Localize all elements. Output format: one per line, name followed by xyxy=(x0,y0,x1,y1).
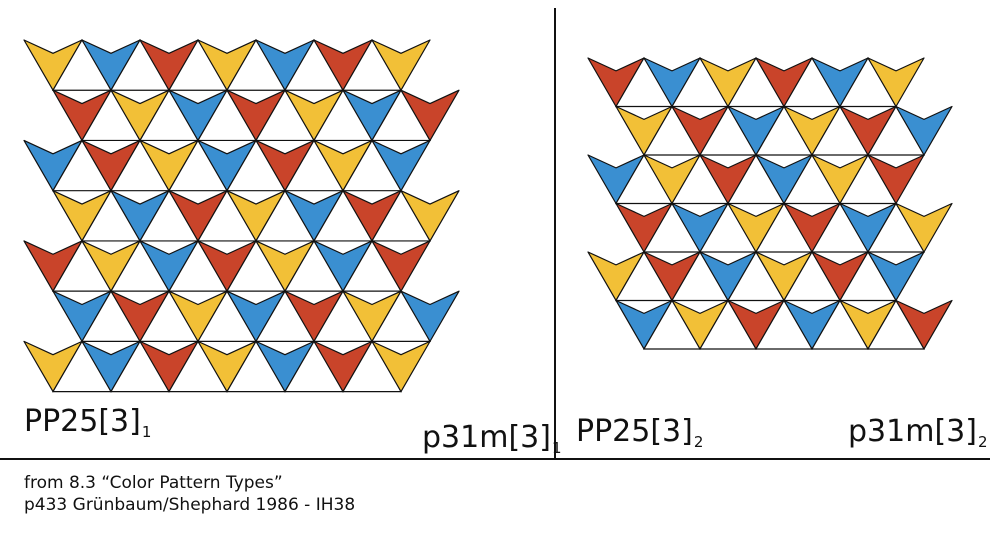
tile-arrow-red xyxy=(895,299,953,350)
tile-arrow-blue xyxy=(895,105,953,156)
right-title-text: PP25[3] xyxy=(576,414,693,449)
caption-line-1: from 8.3 “Color Pattern Types” xyxy=(24,473,283,493)
left-title-text: PP25[3] xyxy=(24,404,141,439)
right-group-text: p31m[3] xyxy=(848,414,977,449)
left-group-text: p31m[3] xyxy=(422,420,551,455)
left-tiling-figure xyxy=(23,38,460,393)
left-group-subscript: 1 xyxy=(551,439,562,457)
right-tiling-panel: PP25[3]2 p31m[3]2 xyxy=(556,0,1000,458)
left-tiling-panel: PP25[3]1 p31m[3]1 xyxy=(0,0,561,458)
right-panel-title: PP25[3]2 xyxy=(576,414,703,460)
right-title-subscript: 2 xyxy=(693,433,704,451)
tile-arrow-yellow xyxy=(400,190,460,242)
right-group-subscript: 2 xyxy=(977,433,988,451)
tile-arrow-yellow xyxy=(895,202,953,253)
tile-arrow-blue xyxy=(867,251,925,302)
panel-divider xyxy=(554,8,556,460)
right-tiling-figure xyxy=(587,56,953,350)
left-title-subscript: 1 xyxy=(141,423,152,441)
caption-rule xyxy=(0,458,990,460)
tile-arrow-yellow xyxy=(371,39,431,91)
tile-arrow-blue xyxy=(371,139,431,192)
caption-line-2: p433 Grünbaum/Shephard 1986 - IH38 xyxy=(24,495,356,515)
tile-arrow-yellow xyxy=(371,340,431,393)
right-panel-group: p31m[3]2 xyxy=(848,414,987,460)
tile-arrow-blue xyxy=(400,290,460,342)
tile-arrow-red xyxy=(400,89,460,142)
left-panel-title: PP25[3]1 xyxy=(24,404,151,450)
tile-arrow-red xyxy=(867,154,925,205)
left-panel-group: p31m[3]1 xyxy=(422,420,561,466)
tile-arrow-red xyxy=(371,240,431,292)
tile-arrow-yellow xyxy=(867,57,925,108)
